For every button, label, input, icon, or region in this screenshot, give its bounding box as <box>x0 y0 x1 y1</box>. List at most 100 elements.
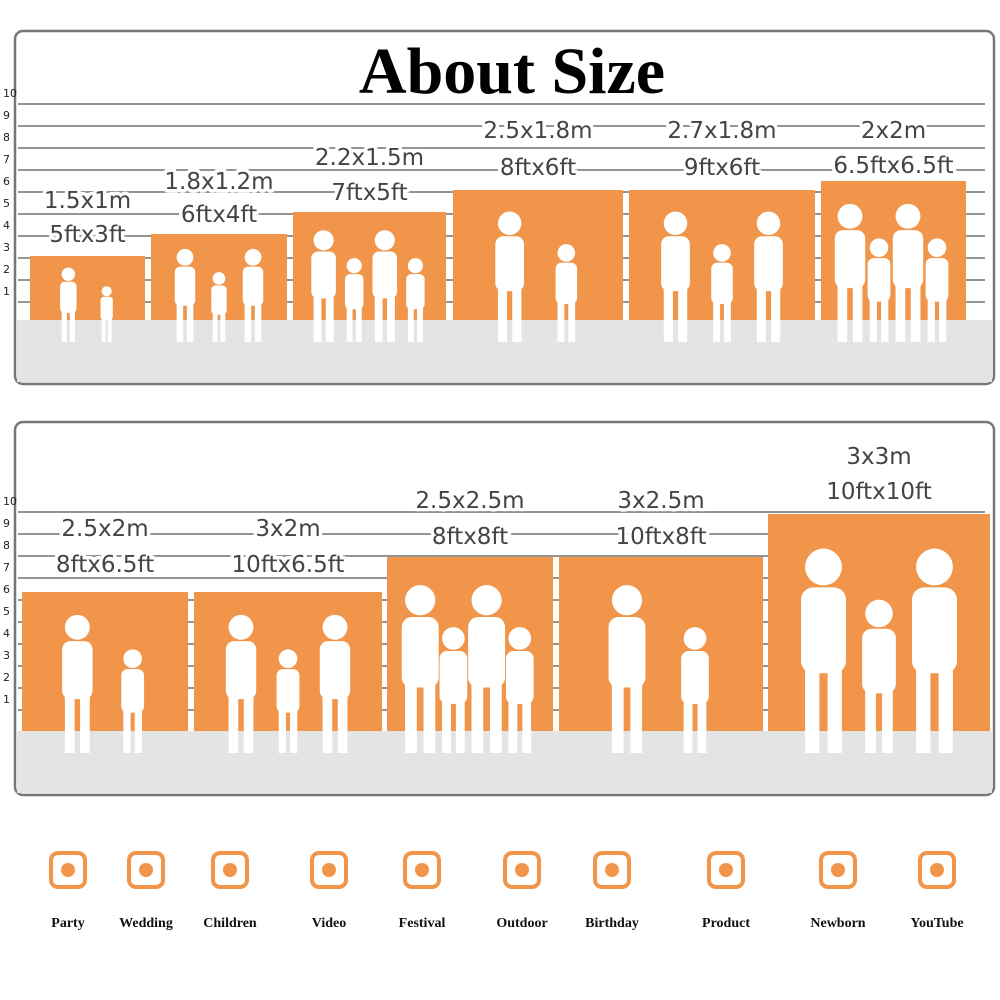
icon-label: Product <box>702 916 750 931</box>
silhouette <box>497 211 522 235</box>
silhouette <box>244 302 252 342</box>
scale-label: 1 <box>3 693 10 706</box>
silhouette <box>663 287 673 342</box>
silhouette <box>661 236 690 292</box>
silhouette <box>407 306 414 342</box>
icon-shape <box>719 863 733 877</box>
silhouette <box>678 287 688 342</box>
silhouette <box>865 688 876 753</box>
silhouette <box>62 641 93 700</box>
silhouette <box>895 203 921 229</box>
silhouette <box>423 682 436 753</box>
silhouette <box>123 709 131 753</box>
silhouette <box>495 236 525 292</box>
silhouette <box>505 651 534 704</box>
silhouette <box>101 286 112 297</box>
silhouette <box>713 300 721 342</box>
scale-label: 2 <box>3 671 10 684</box>
silhouette <box>243 694 254 753</box>
usage-icon: Birthday <box>585 851 639 931</box>
size-imperial: 10ftx6.5ft <box>232 552 345 578</box>
backdrop-size <box>151 234 287 342</box>
silhouette <box>508 700 518 753</box>
silhouette <box>80 694 90 753</box>
silhouette <box>121 669 145 713</box>
silhouette <box>387 295 395 342</box>
scale-label: 9 <box>3 109 10 122</box>
size-metric: 1.8x1.2m <box>164 169 273 195</box>
silhouette <box>608 617 646 688</box>
scale-label: 3 <box>3 241 10 254</box>
silhouette <box>754 236 783 292</box>
title: About Size <box>359 35 665 108</box>
silhouette <box>176 248 194 266</box>
silhouette <box>663 211 688 235</box>
silhouette <box>69 310 76 342</box>
size-imperial: 7ftx5ft <box>331 180 407 206</box>
silhouette <box>228 694 239 753</box>
icon-shape <box>831 863 845 877</box>
silhouette <box>555 262 578 304</box>
silhouette <box>100 296 113 321</box>
floor <box>17 731 992 793</box>
silhouette <box>417 306 423 342</box>
backdrop-size <box>22 592 188 753</box>
usage-icon: Children <box>203 851 257 931</box>
icon-shape <box>415 863 429 877</box>
scale-label: 8 <box>3 131 10 144</box>
silhouette <box>805 548 842 586</box>
silhouette <box>107 318 112 342</box>
silhouette <box>895 283 906 342</box>
silhouette <box>611 682 624 753</box>
silhouette <box>60 281 77 313</box>
usage-icon: YouTube <box>910 851 964 931</box>
icon-shape <box>310 851 348 889</box>
silhouette <box>557 244 576 262</box>
silhouette <box>713 244 731 262</box>
icon-shape <box>593 851 631 889</box>
icon-label: Wedding <box>119 916 173 931</box>
silhouette <box>681 651 709 704</box>
silhouette <box>101 318 106 342</box>
silhouette <box>211 285 227 315</box>
size-metric: 2.7x1.8m <box>667 118 776 144</box>
silhouette <box>834 230 866 289</box>
scale-label: 1 <box>3 285 10 298</box>
silhouette <box>827 667 842 753</box>
silhouette <box>212 272 226 285</box>
icon-shape <box>918 851 956 889</box>
silhouette <box>852 283 863 342</box>
size-metric: 3x2m <box>255 516 320 542</box>
silhouette <box>611 585 643 616</box>
icon-shape <box>503 851 541 889</box>
size-metric: 1.5x1m <box>44 188 131 214</box>
silhouette <box>862 628 896 694</box>
icon-label: Birthday <box>585 916 639 931</box>
silhouette <box>869 298 877 342</box>
silhouette <box>938 667 953 753</box>
silhouette <box>568 300 576 342</box>
silhouette <box>319 641 351 700</box>
backdrop-size <box>821 181 966 342</box>
silhouette <box>346 258 362 274</box>
silhouette <box>64 694 75 753</box>
silhouette <box>925 258 949 302</box>
silhouette <box>801 587 846 674</box>
silhouette <box>468 617 506 688</box>
backdrop-size <box>453 190 623 342</box>
silhouette <box>711 262 733 304</box>
silhouette <box>344 274 364 310</box>
silhouette <box>278 709 286 753</box>
icon-shape <box>49 851 87 889</box>
silhouette <box>405 585 436 616</box>
silhouette <box>322 694 333 753</box>
silhouette <box>276 669 300 713</box>
size-metric: 2.5x2.5m <box>415 488 524 514</box>
silhouette <box>405 682 417 753</box>
backdrop-size <box>768 514 990 753</box>
silhouette <box>630 682 643 753</box>
silhouette <box>212 312 218 342</box>
size-metric: 3x3m <box>846 444 911 470</box>
silhouette <box>374 230 395 251</box>
